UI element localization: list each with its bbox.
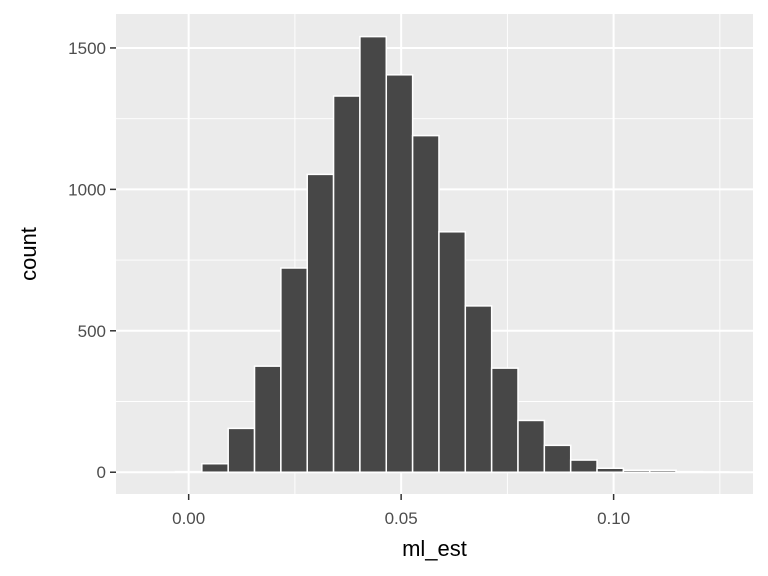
histogram-bar bbox=[332, 95, 361, 473]
histogram-bars bbox=[174, 35, 730, 473]
histogram-bar bbox=[648, 469, 677, 473]
y-tick-label: 1500 bbox=[68, 39, 106, 58]
x-tick-label: 0.05 bbox=[385, 509, 418, 528]
x-axis: 0.00 0.05 0.10 bbox=[172, 494, 630, 528]
x-axis-title: ml_est bbox=[402, 536, 467, 561]
histogram-bar bbox=[490, 367, 519, 473]
y-tick-label: 1000 bbox=[68, 180, 106, 199]
histogram-bar bbox=[280, 267, 308, 473]
y-tick-label: 0 bbox=[97, 463, 106, 482]
histogram-bar bbox=[253, 365, 282, 473]
x-tick-label: 0.00 bbox=[172, 509, 205, 528]
histogram-bar bbox=[675, 470, 704, 473]
histogram-bar bbox=[306, 173, 335, 473]
histogram-bar bbox=[438, 231, 467, 473]
histogram-bar bbox=[227, 427, 256, 473]
histogram-bar bbox=[201, 462, 229, 473]
histogram-bar bbox=[464, 305, 493, 473]
histogram-bar bbox=[543, 444, 572, 473]
histogram-bar bbox=[174, 470, 203, 473]
y-axis: 0 500 1000 1500 bbox=[68, 39, 116, 482]
histogram-bar bbox=[569, 459, 598, 473]
histogram-bar bbox=[359, 35, 388, 473]
y-tick-label: 500 bbox=[78, 322, 106, 341]
histogram-bar bbox=[622, 469, 651, 473]
histogram-bar bbox=[385, 74, 414, 473]
histogram-bar bbox=[517, 419, 546, 473]
x-tick-label: 0.10 bbox=[597, 509, 630, 528]
y-axis-title: count bbox=[16, 227, 41, 281]
histogram-bar bbox=[596, 467, 625, 473]
histogram-bar bbox=[411, 134, 440, 473]
